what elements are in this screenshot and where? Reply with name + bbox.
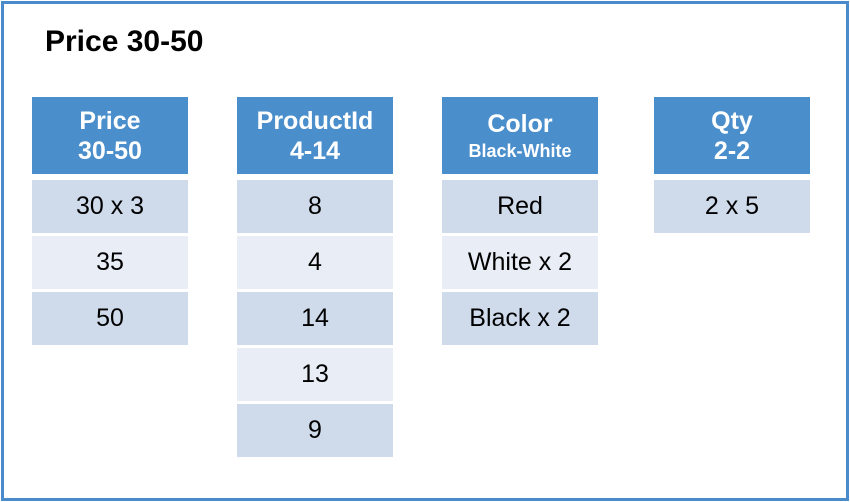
column-header: Price 30-50 bbox=[32, 97, 188, 174]
value-cell: White x 2 bbox=[442, 236, 598, 289]
value-cell: 30 x 3 bbox=[32, 180, 188, 233]
value-cell: 35 bbox=[32, 236, 188, 289]
value-cell: Red bbox=[442, 180, 598, 233]
column-color: Color Black-White Red White x 2 Black x 2 bbox=[442, 97, 598, 345]
value-cell: 9 bbox=[237, 404, 393, 457]
value-cell: 8 bbox=[237, 180, 393, 233]
column-price: Price 30-50 30 x 3 35 50 bbox=[32, 97, 188, 345]
diagram-title: Price 30-50 bbox=[45, 25, 204, 58]
value-cell: 50 bbox=[32, 292, 188, 345]
column-header: Qty 2-2 bbox=[654, 97, 810, 174]
value-cell: Black x 2 bbox=[442, 292, 598, 345]
column-range: Black-White bbox=[468, 140, 572, 161]
column-range: 30-50 bbox=[78, 136, 142, 165]
column-range: 2-2 bbox=[713, 136, 751, 165]
value-cell: 2 x 5 bbox=[654, 180, 810, 233]
value-cell: 14 bbox=[237, 292, 393, 345]
column-header: Color Black-White bbox=[442, 97, 598, 174]
column-range: 4-14 bbox=[289, 136, 341, 165]
column-qty: Qty 2-2 2 x 5 bbox=[654, 97, 810, 233]
column-name: Color bbox=[487, 109, 553, 138]
value-cell: 13 bbox=[237, 348, 393, 401]
value-cell: 4 bbox=[237, 236, 393, 289]
column-header: ProductId 4-14 bbox=[237, 97, 393, 174]
column-name: ProductId bbox=[256, 106, 374, 135]
column-productid: ProductId 4-14 8 4 14 13 9 bbox=[237, 97, 393, 457]
column-name: Price bbox=[79, 106, 141, 135]
column-name: Qty bbox=[711, 106, 753, 135]
